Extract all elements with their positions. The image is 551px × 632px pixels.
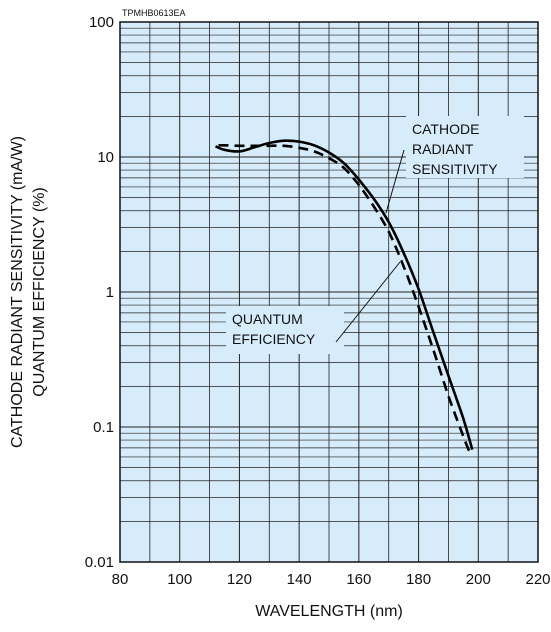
annotation-background: [226, 306, 344, 354]
y-tick-label: 1: [106, 284, 114, 301]
x-axis-title: WAVELENGTH (nm): [255, 603, 403, 620]
x-tick-label: 160: [346, 571, 371, 588]
annotation-text: CATHODE: [412, 121, 479, 137]
y-tick-label: 0.01: [85, 554, 114, 571]
x-tick-label: 100: [167, 571, 192, 588]
annotation-text: RADIANT: [412, 141, 474, 157]
annotations: CATHODE RADIANT SENSITIVITY QUANTUM EFFICIEN…: [226, 116, 524, 354]
x-tick-label: 200: [466, 571, 491, 588]
annotation-text: SENSITIVITY: [412, 161, 498, 177]
plot-frame: [119, 21, 539, 563]
annotation-text: QUANTUM: [232, 311, 303, 327]
annotation-label: QUANTUM EFFICIENCY: [226, 261, 401, 354]
quantum-efficiency-curve: [218, 144, 471, 452]
annotation-label: CATHODE RADIANT SENSITIVITY: [385, 116, 524, 214]
x-tick-label: 80: [112, 571, 129, 588]
annotation-background: [406, 116, 524, 178]
y-tick-label: 100: [89, 14, 114, 31]
figure-code: TPMHB0613EA: [122, 8, 186, 18]
tick-labels: 80 100 120 140 160 180 200 220 0.01 0.1 1 10 100: [85, 14, 551, 588]
y-tick-label: 10: [97, 149, 114, 166]
x-tick-label: 220: [525, 571, 550, 588]
y-axis-title-line-1: CATHODE RADIANT SENSITIVITY (mA/W): [9, 136, 26, 448]
x-tick-label: 180: [406, 571, 431, 588]
x-tick-label: 120: [227, 571, 252, 588]
curves: [214, 139, 474, 452]
annotation-text: EFFICIENCY: [232, 331, 316, 347]
annotation-leader-line: [335, 261, 401, 343]
radiant-sensitivity-curve: [214, 139, 474, 450]
annotation-leader-line: [385, 149, 405, 214]
y-axis-title-line-2: QUANTUM EFFICIENCY (%): [31, 187, 48, 396]
y-tick-label: 0.1: [93, 419, 114, 436]
x-tick-label: 140: [287, 571, 312, 588]
